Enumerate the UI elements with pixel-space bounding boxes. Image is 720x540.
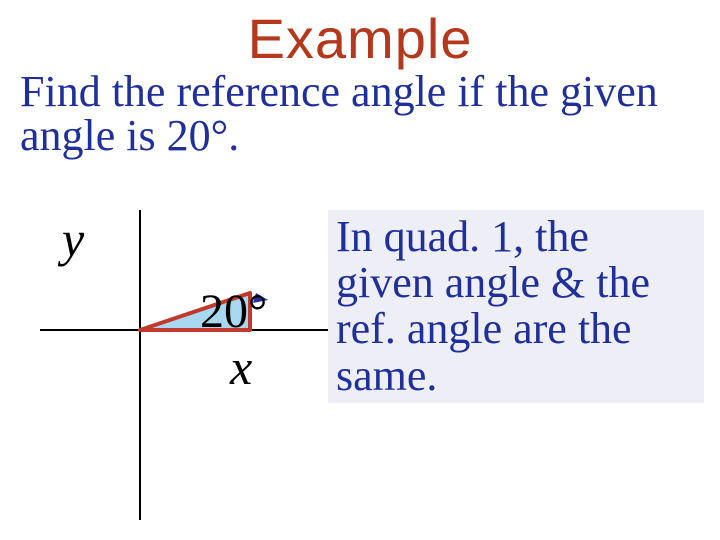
angle-value-label: 20°: [200, 284, 267, 339]
slide-title: Example: [0, 6, 720, 71]
y-axis-label: y: [62, 210, 84, 268]
x-axis-label: x: [230, 338, 252, 396]
prompt-text: Find the reference angle if the given an…: [20, 70, 700, 158]
explanation-note: In quad. 1, the given angle & the ref. a…: [328, 210, 704, 403]
